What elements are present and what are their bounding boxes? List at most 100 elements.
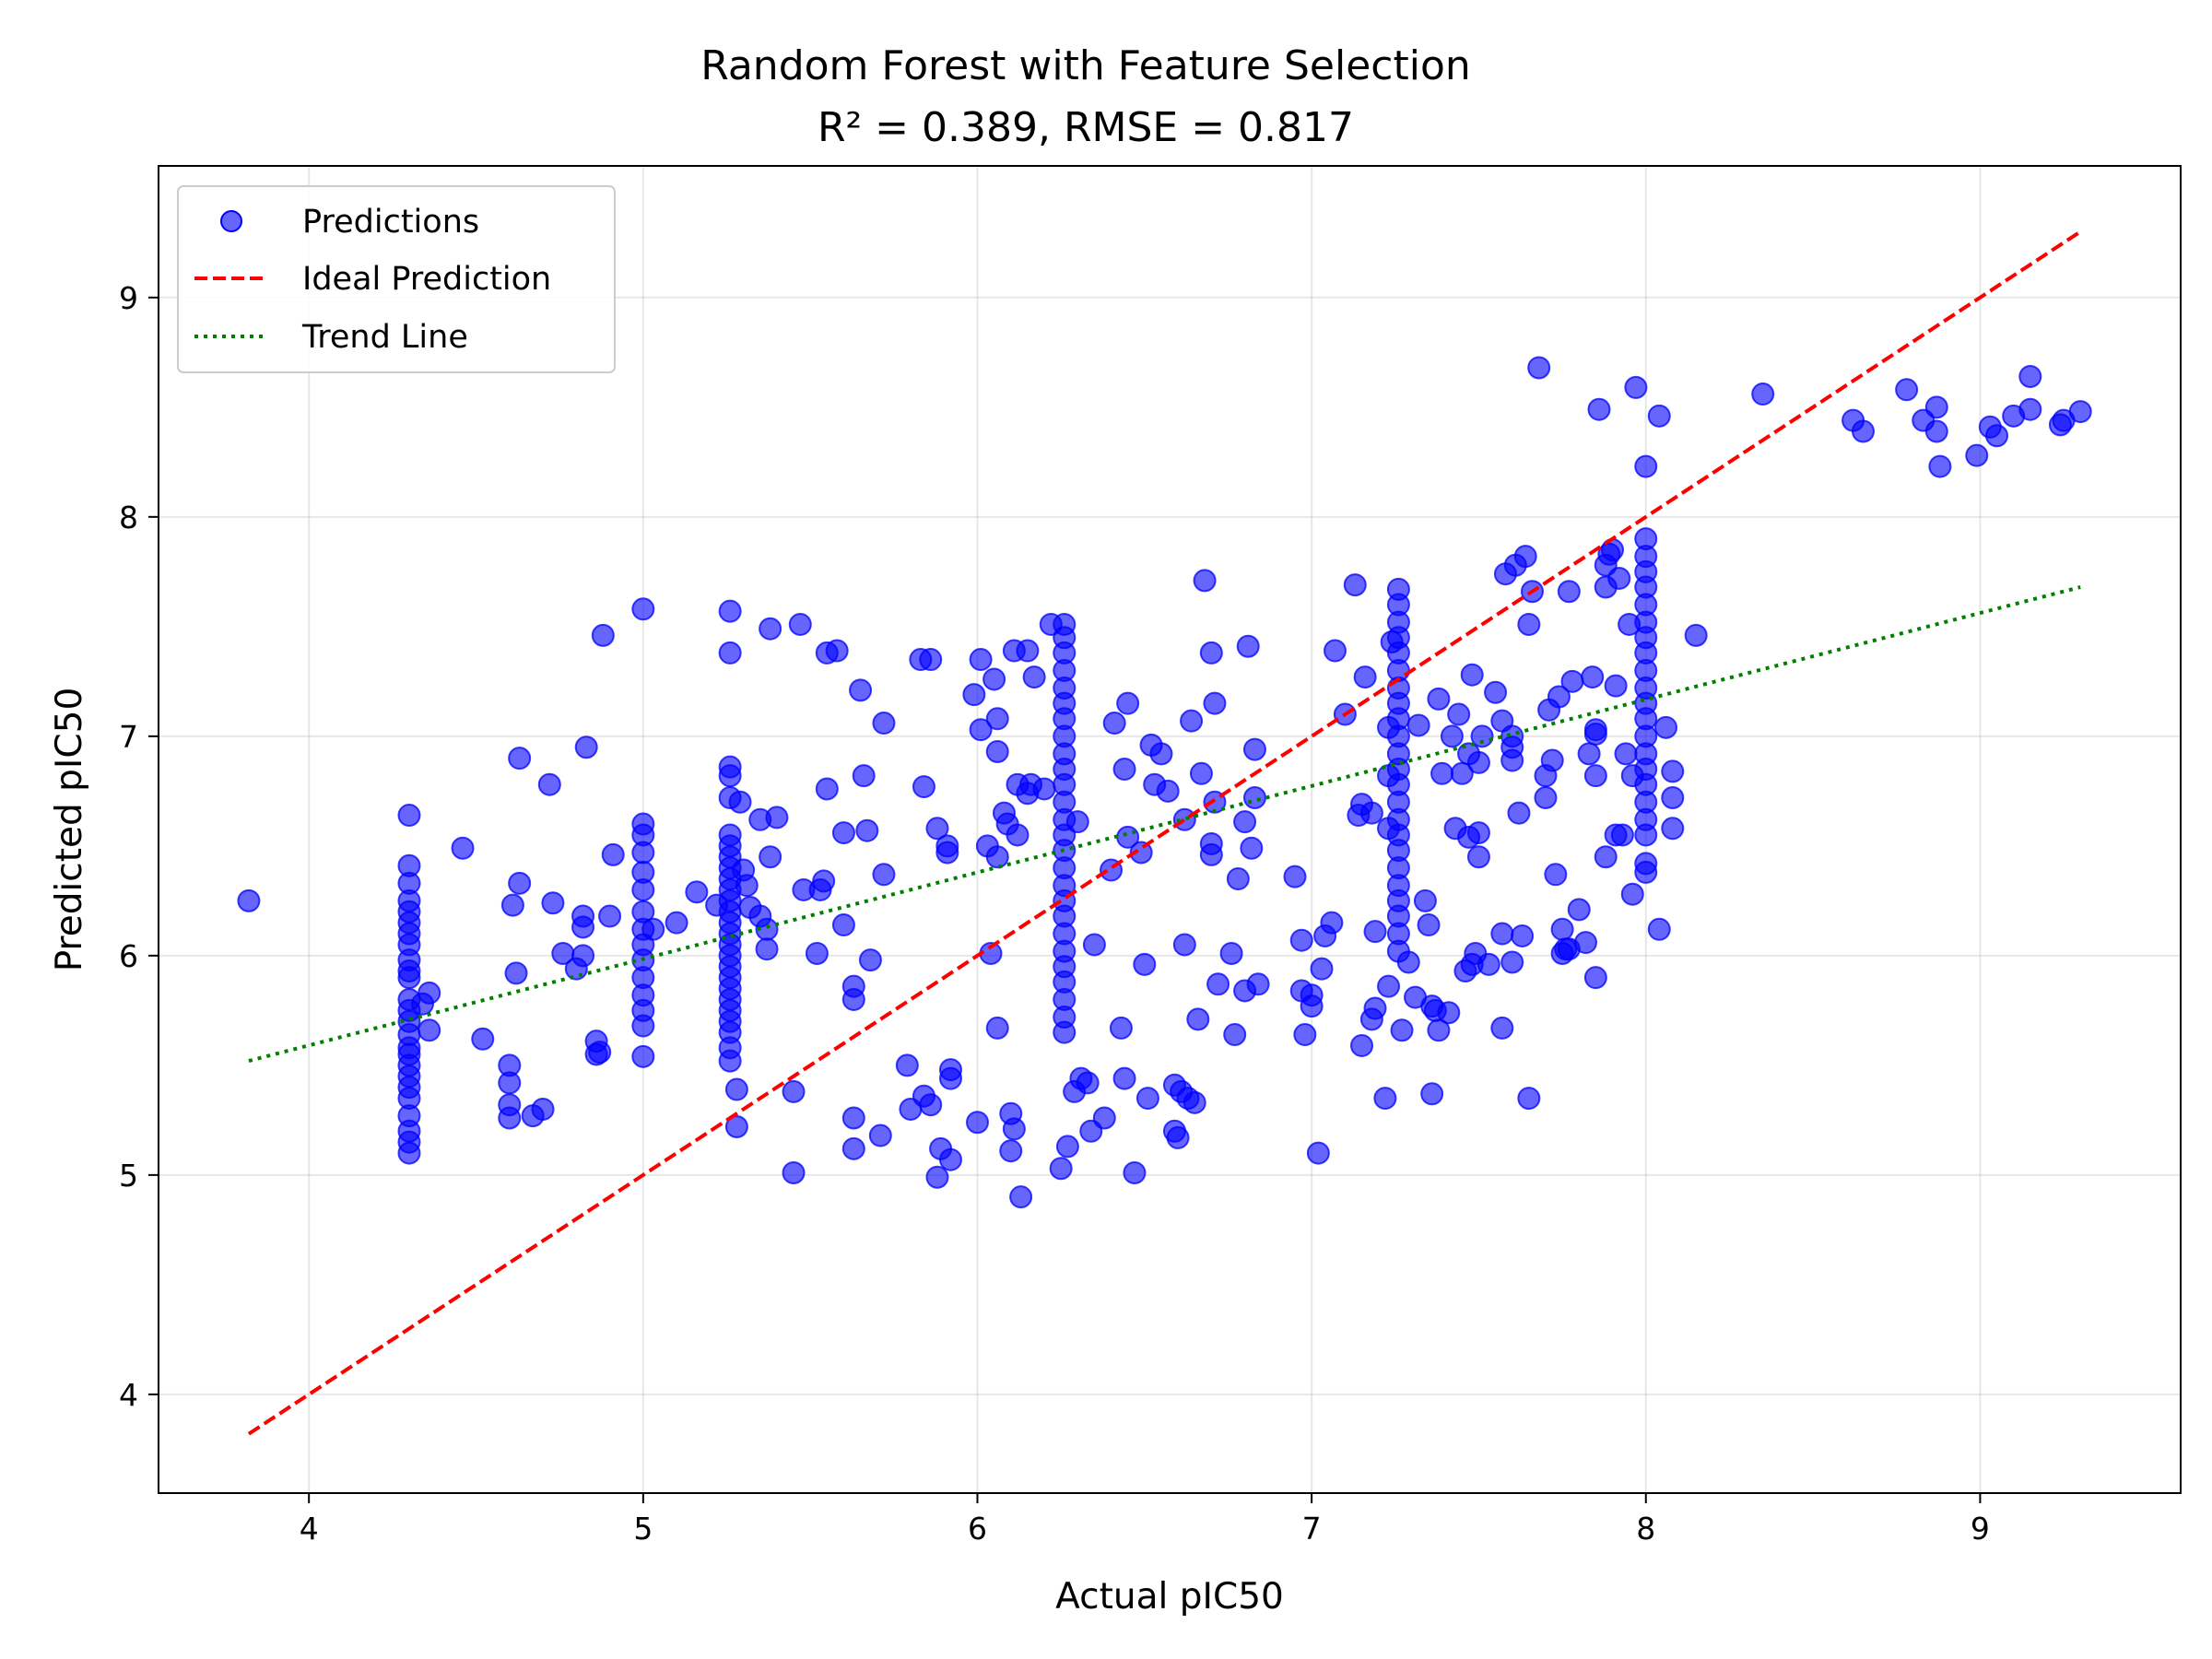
data-point xyxy=(718,641,742,665)
data-point xyxy=(571,944,595,968)
data-point xyxy=(1647,917,1671,941)
data-point xyxy=(1517,1087,1541,1111)
data-point xyxy=(1581,665,1605,689)
data-point xyxy=(1557,580,1581,604)
data-point xyxy=(852,764,876,788)
data-point xyxy=(1751,382,1775,406)
data-point xyxy=(1246,972,1270,996)
data-point xyxy=(982,667,1006,691)
data-point xyxy=(1199,641,1223,665)
legend-label-trend: Trend Line xyxy=(301,319,468,356)
data-point xyxy=(1353,665,1377,689)
data-point xyxy=(1490,922,1514,946)
data-point xyxy=(831,821,855,845)
data-point xyxy=(759,845,782,869)
data-point xyxy=(1654,715,1678,739)
data-point xyxy=(1583,966,1607,990)
y-tick-label: 4 xyxy=(119,1377,138,1413)
data-point xyxy=(1620,882,1644,906)
data-point xyxy=(765,806,789,830)
chart-title: Random Forest with Feature Selection xyxy=(700,42,1471,89)
data-point xyxy=(1116,691,1140,715)
y-tick-label: 6 xyxy=(119,938,138,974)
data-point xyxy=(1009,1185,1033,1209)
data-point xyxy=(601,842,625,866)
data-point xyxy=(685,880,709,904)
data-point xyxy=(1172,933,1196,957)
data-point xyxy=(1447,702,1471,726)
data-point xyxy=(962,683,986,707)
data-point xyxy=(1076,1071,1100,1095)
data-point xyxy=(1577,742,1601,766)
data-point xyxy=(985,740,1009,764)
data-point xyxy=(1236,634,1260,658)
data-point xyxy=(1924,419,1948,443)
data-point xyxy=(855,818,879,842)
data-point xyxy=(1851,419,1875,443)
data-point xyxy=(2018,397,2042,421)
data-point xyxy=(1466,821,1490,845)
data-point xyxy=(969,718,993,742)
data-point xyxy=(397,804,421,828)
data-point xyxy=(718,764,742,788)
data-point xyxy=(728,790,752,814)
data-point xyxy=(1182,1090,1206,1114)
data-point xyxy=(1049,1157,1073,1181)
data-point xyxy=(665,911,688,935)
data-point xyxy=(1427,1018,1451,1042)
data-point xyxy=(541,891,565,915)
data-point xyxy=(1928,454,1952,478)
data-point xyxy=(1634,454,1658,478)
data-point xyxy=(1180,709,1204,733)
legend-marker-predictions xyxy=(220,210,242,232)
y-tick-label: 7 xyxy=(119,719,138,755)
data-point xyxy=(759,617,782,641)
data-point xyxy=(872,863,896,887)
data-point xyxy=(1895,378,1919,402)
data-point xyxy=(969,648,993,672)
data-point xyxy=(1511,924,1535,947)
data-point xyxy=(1427,687,1451,711)
data-point xyxy=(631,1014,655,1038)
data-point xyxy=(574,735,598,759)
data-point xyxy=(1135,1087,1159,1111)
data-point xyxy=(1306,1141,1330,1165)
data-point xyxy=(1634,860,1658,884)
data-point xyxy=(1573,931,1597,955)
data-point xyxy=(451,836,475,860)
data-point xyxy=(724,1077,748,1101)
data-point xyxy=(1112,758,1136,782)
x-tick-label: 4 xyxy=(300,1511,319,1547)
data-point xyxy=(985,707,1009,731)
data-point xyxy=(508,747,532,771)
data-point xyxy=(1199,842,1223,866)
y-axis-label: Predicted pIC50 xyxy=(49,688,90,972)
data-point xyxy=(755,917,779,941)
data-point xyxy=(1440,724,1464,748)
data-point xyxy=(1289,928,1313,952)
data-point xyxy=(825,639,849,663)
data-point xyxy=(718,1049,742,1073)
data-point xyxy=(965,1111,989,1135)
data-point xyxy=(1567,898,1591,922)
x-axis-label: Actual pIC50 xyxy=(1055,1576,1284,1618)
data-point xyxy=(1006,823,1030,847)
data-point xyxy=(925,1165,949,1189)
data-point xyxy=(1373,1087,1397,1111)
data-point xyxy=(782,1079,806,1103)
data-point xyxy=(1417,913,1441,937)
data-point xyxy=(1112,1066,1136,1090)
data-point xyxy=(1242,785,1266,809)
data-point xyxy=(841,974,865,998)
data-point xyxy=(641,917,665,941)
data-point xyxy=(1242,737,1266,761)
data-point xyxy=(858,948,882,972)
y-tick-label: 5 xyxy=(119,1158,138,1194)
data-point xyxy=(571,915,595,939)
data-point xyxy=(1413,888,1437,912)
data-point xyxy=(1109,1016,1133,1040)
data-point xyxy=(1477,952,1500,976)
data-point xyxy=(631,1044,655,1068)
data-point xyxy=(1513,545,1537,569)
